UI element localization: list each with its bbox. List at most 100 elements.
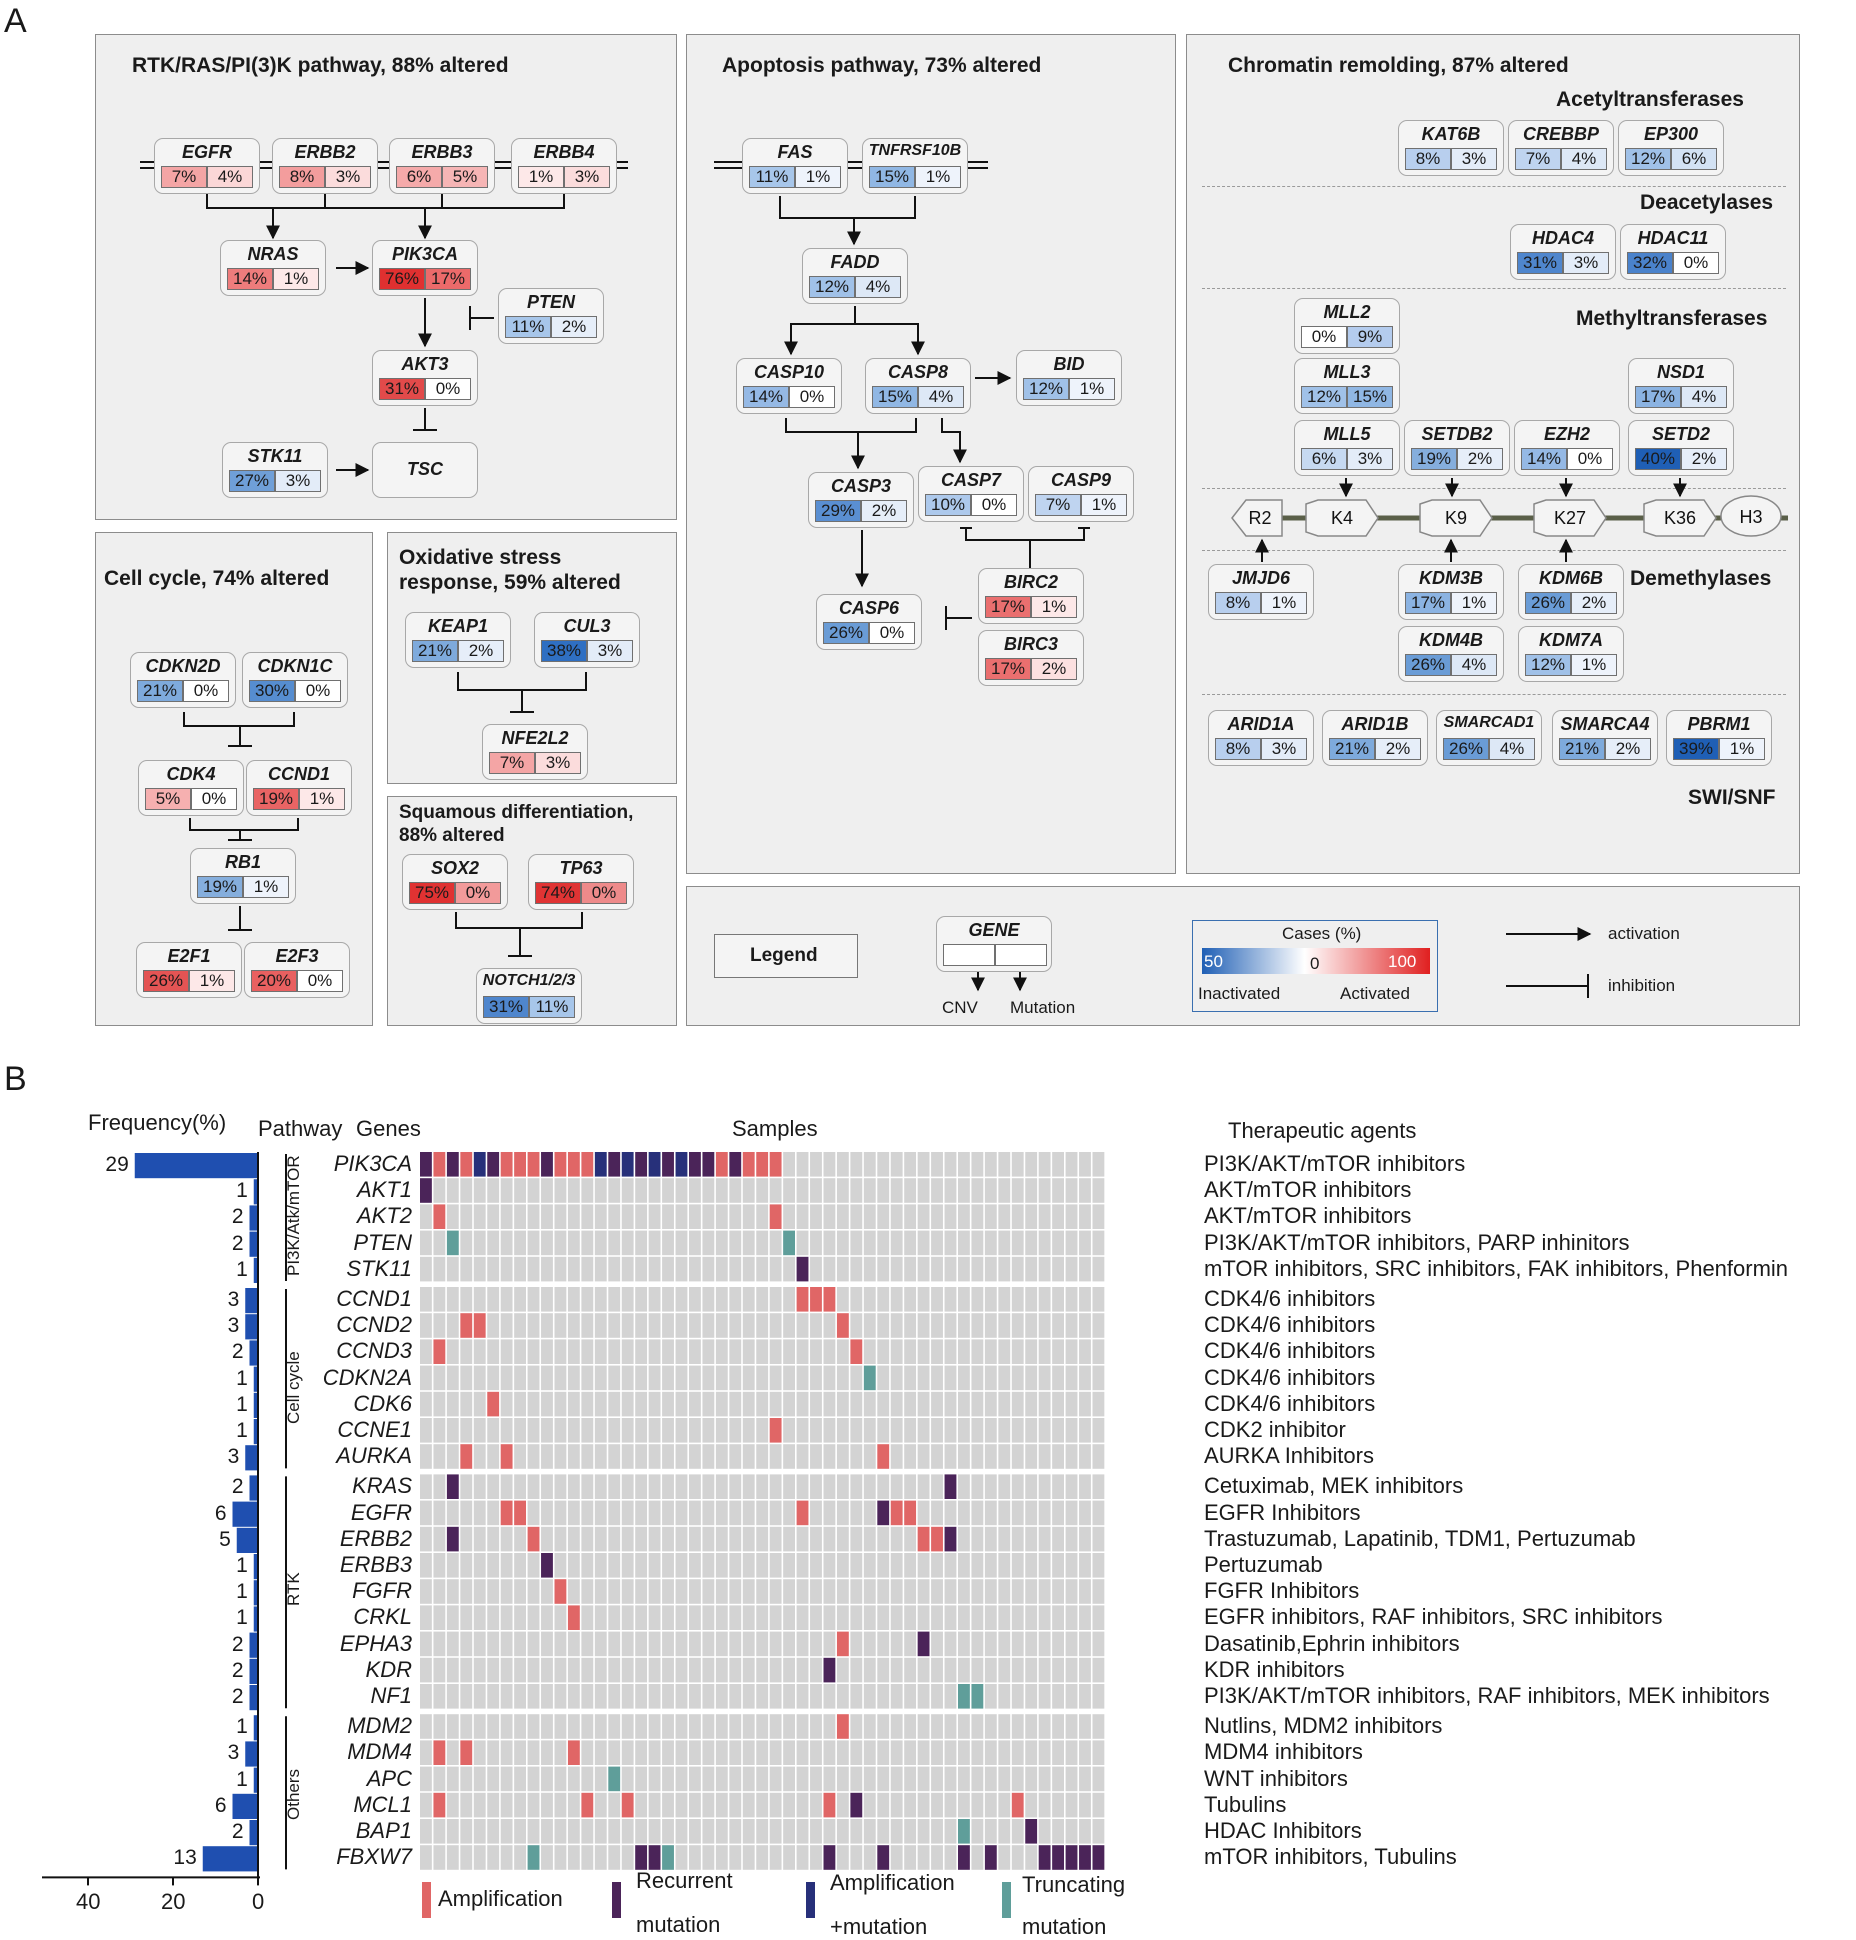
alteration-cell [635,1845,648,1870]
alteration-cell [917,1526,930,1552]
row-gene-label: NF1 [370,1683,412,1708]
sample-cell [473,1500,486,1526]
sample-cell [1065,1444,1078,1469]
gene-name: AKT3 [401,354,449,374]
frequency-label: 1 [236,1606,248,1630]
sample-cell [689,1605,701,1630]
alteration-cell [648,1845,661,1870]
sample-cell [998,1845,1011,1870]
alteration-cell [460,1152,473,1177]
sample-cell [823,1766,836,1792]
sample-cell [702,1391,715,1417]
sample-cell [836,1792,849,1818]
pathway-title: Pathway [258,1116,343,1141]
sample-cell [1025,1714,1038,1739]
alteration-cell [810,1287,822,1312]
sample-cell [836,1391,849,1417]
sample-cell [1011,1631,1024,1657]
sample-cell [917,1365,930,1391]
therapeutic-agent: Pertuzumab [1204,1552,1323,1577]
sample-cell [460,1819,473,1844]
sample-cell [836,1684,849,1709]
alteration-cell [460,1740,473,1765]
gene-name: JMJD6 [1231,568,1291,588]
row-gene-label: MDM2 [347,1713,412,1739]
sample-cell [1052,1474,1064,1499]
sample-cell [769,1391,782,1417]
sample-cell [420,1418,432,1443]
sample-cell [621,1178,634,1203]
sample-cell [420,1792,432,1818]
sample-cell [420,1684,432,1709]
alteration-cell [769,1418,782,1443]
sample-cell [1011,1287,1024,1312]
sample-cell [836,1365,849,1391]
alteration-cell [729,1152,742,1177]
sample-cell [1079,1365,1091,1391]
alteration-cell [836,1313,849,1338]
sample-cell [689,1740,701,1765]
sample-cell [473,1766,486,1792]
alteration-cell [541,1553,553,1578]
cnv-cell: 26% [143,970,189,992]
sample-cell [1025,1339,1038,1364]
sample-cell [662,1684,674,1709]
sample-cell [702,1204,715,1229]
gene-name: SETDB2 [1421,424,1493,444]
gene-name: EZH2 [1543,424,1590,444]
gene-box-kdm6b: KDM6B 26% 2% [1518,564,1624,620]
mutation-cell: 4% [855,276,901,298]
sample-cell [1011,1714,1024,1739]
sample-cell [487,1365,500,1391]
alteration-cell [420,1178,432,1203]
sample-cell [500,1579,513,1604]
sample-cell [460,1178,473,1203]
sample-cell [810,1684,822,1709]
sample-cell [1025,1256,1038,1282]
sample-cell [662,1444,674,1469]
sample-cell [1038,1684,1051,1709]
sample-cell [1052,1339,1064,1364]
sample-cell [863,1684,876,1709]
sample-cell [635,1313,648,1338]
sample-cell [433,1287,446,1312]
gene-box-pik3ca: PIK3CA 76% 17% [372,240,478,296]
sample-cell [756,1714,769,1739]
sample-cell [796,1339,809,1364]
sample-cell [984,1500,997,1526]
therapeutic-agent: mTOR inhibitors, SRC inhibitors, FAK inh… [1204,1255,1789,1281]
sample-cell [635,1204,648,1229]
sample-cell [581,1444,594,1469]
sample-cell [769,1230,782,1256]
sample-cell [971,1313,984,1338]
mutation-cell: 2% [1457,448,1503,470]
sample-cell [998,1657,1011,1683]
cnv-cell: 12% [809,276,855,298]
sample-cell [662,1631,674,1657]
sample-cell [715,1474,728,1499]
sample-cell [527,1631,540,1657]
sample-cell [756,1256,769,1282]
sample-cell [756,1553,769,1578]
legend-mut-cell [995,944,1047,966]
sample-cell [958,1178,970,1203]
sample-cell [1092,1579,1105,1604]
sample-cell [514,1657,526,1683]
sample-cell [958,1766,970,1792]
sample-cell [1079,1204,1091,1229]
alteration-cell [473,1152,486,1177]
sample-cell [635,1657,648,1683]
alteration-cell [514,1500,526,1526]
sample-cell [527,1500,540,1526]
sample-cell [998,1553,1011,1578]
sample-cell [796,1204,809,1229]
sample-cell [446,1204,459,1229]
sample-cell [796,1152,809,1177]
sample-cell [863,1339,876,1364]
sample-cell [810,1579,822,1604]
sample-cell [675,1391,688,1417]
sample-cell [769,1684,782,1709]
cnv-cell: 31% [379,378,425,400]
sample-cell [594,1819,607,1844]
sample-cell [904,1474,917,1499]
